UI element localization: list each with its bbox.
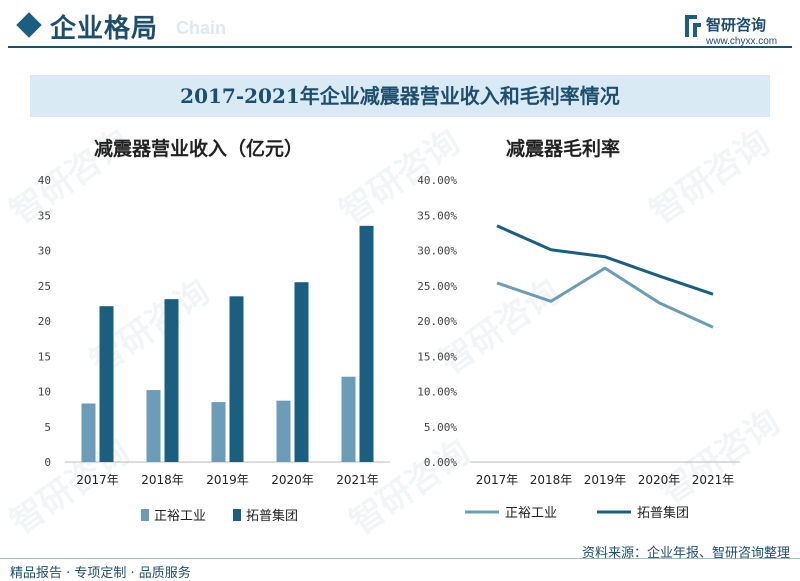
line-chart-title: 减震器毛利率 [506, 138, 621, 160]
bar-legend-swatch-tuopu [233, 509, 241, 521]
bar-y-tick-label: 40 [38, 174, 51, 187]
chart-banner-title: 2017-2021年企业减震器营业收入和毛利率情况 [30, 75, 770, 117]
bar-chart-title: 减震器营业收入（亿元） [94, 138, 304, 160]
bar-y-tick-label: 20 [38, 315, 51, 328]
bar-x-tick-label: 2017年 [76, 473, 119, 487]
footer-divider [0, 558, 800, 559]
line-y-tick-label: 10.00% [417, 386, 457, 399]
logo-url: www.chyxx.com [706, 36, 778, 47]
line-legend-label: 正裕工业 [505, 506, 557, 521]
bar-y-tick-label: 5 [44, 421, 51, 434]
source-note: 资料来源：企业年报、智研咨询整理 [581, 546, 790, 561]
bar-tuopu [359, 225, 374, 462]
bar-legend-label: 正裕工业 [154, 509, 206, 524]
bar-y-tick-label: 25 [38, 280, 51, 293]
bar-tuopu [229, 296, 244, 462]
bar-tuopu [99, 306, 114, 462]
bar-x-tick-label: 2018年 [141, 473, 184, 487]
bar-tuopu [164, 299, 179, 462]
bar-tuopu [294, 282, 309, 462]
line-y-tick-label: 0.00% [424, 456, 457, 469]
bar-zhengyu [81, 403, 96, 462]
header-ghost-text: Chain [176, 18, 227, 38]
line-y-tick-label: 30.00% [417, 245, 457, 258]
line-legend-label: 拓普集团 [637, 505, 689, 521]
page-title: 企业格局 [50, 14, 159, 44]
line-y-tick-label: 5.00% [424, 421, 457, 434]
line-x-tick-label: 2019年 [584, 473, 627, 487]
bar-y-tick-label: 10 [38, 386, 51, 399]
bar-legend-label: 拓普集团 [246, 508, 298, 524]
bar-x-tick-label: 2019年 [206, 473, 249, 487]
line-series-tuopu [496, 224, 714, 296]
bar-zhengyu [146, 390, 161, 462]
line-y-tick-label: 40.00% [417, 174, 457, 187]
bar-zhengyu [211, 402, 226, 462]
logo-mark-icon [685, 15, 701, 37]
bar-y-tick-label: 0 [44, 456, 51, 469]
bar-x-tick-label: 2021年 [336, 473, 379, 487]
bar-x-tick-label: 2020年 [271, 473, 314, 487]
line-x-tick-label: 2017年 [476, 473, 519, 487]
bar-y-tick-label: 15 [38, 350, 51, 363]
line-series-zhengyu [496, 266, 714, 329]
line-y-tick-label: 25.00% [417, 280, 457, 293]
bar-zhengyu [276, 400, 291, 462]
footer-slogan: 精品报告 · 专项定制 · 品质服务 [10, 566, 191, 581]
line-y-tick-label: 15.00% [417, 350, 457, 363]
bar-y-tick-label: 30 [38, 245, 51, 258]
line-x-tick-label: 2021年 [692, 473, 735, 487]
bar-legend-swatch-zhengyu [141, 509, 149, 521]
line-x-tick-label: 2018年 [530, 473, 573, 487]
line-x-tick-label: 2020年 [638, 473, 681, 487]
bar-zhengyu [341, 376, 356, 462]
header-divider [8, 46, 792, 48]
line-y-tick-label: 20.00% [417, 315, 457, 328]
bar-y-tick-label: 35 [38, 209, 51, 222]
line-y-tick-label: 35.00% [417, 209, 457, 222]
logo-name: 智研咨询 [706, 16, 767, 34]
